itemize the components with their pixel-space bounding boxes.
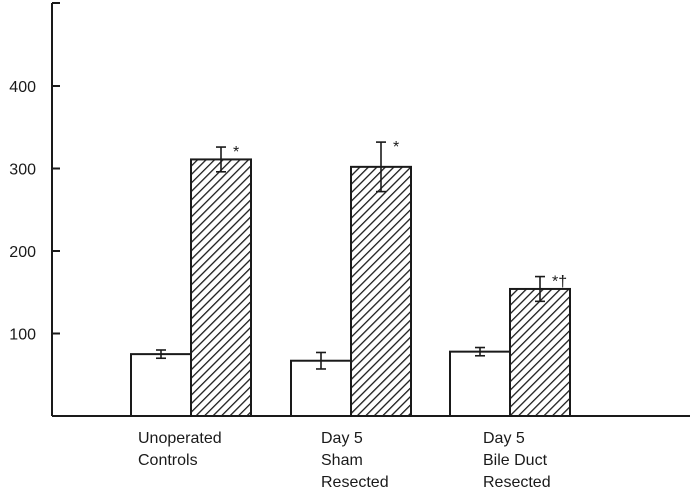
y-tick-label-300: 300: [9, 162, 36, 179]
bar-hatched-0: [190, 158, 252, 418]
category-label-1-2: Resected: [321, 474, 389, 489]
labels: 100 200 300 400 * Unoperated Controls * Day 5 Sha…: [9, 79, 567, 491]
bar-open-0: [130, 353, 192, 417]
bar-hatched-1: [350, 165, 412, 417]
bar-hatched-2: [509, 287, 571, 418]
significance-mark-0: *: [233, 144, 239, 161]
significance-mark-1: *: [393, 139, 399, 156]
bar-open-1: [290, 359, 352, 418]
significance-mark-2: *†: [552, 274, 567, 291]
error-bars: [156, 141, 545, 370]
y-tick-label-100: 100: [9, 327, 36, 344]
category-label-1-0: Day 5: [321, 430, 363, 447]
y-tick-label-400: 400: [9, 79, 36, 96]
category-label-2-0: Day 5: [483, 430, 525, 447]
bars: [130, 158, 571, 418]
bar-open-2: [449, 350, 511, 417]
y-tick-label-200: 200: [9, 244, 36, 261]
category-label-0-0: Unoperated: [138, 430, 222, 447]
category-label-1-1: Sham: [321, 452, 363, 469]
category-label-0-1: Controls: [138, 452, 198, 469]
category-label-2-2: Resected: [483, 474, 551, 489]
category-label-2-1: Bile Duct: [483, 452, 548, 469]
